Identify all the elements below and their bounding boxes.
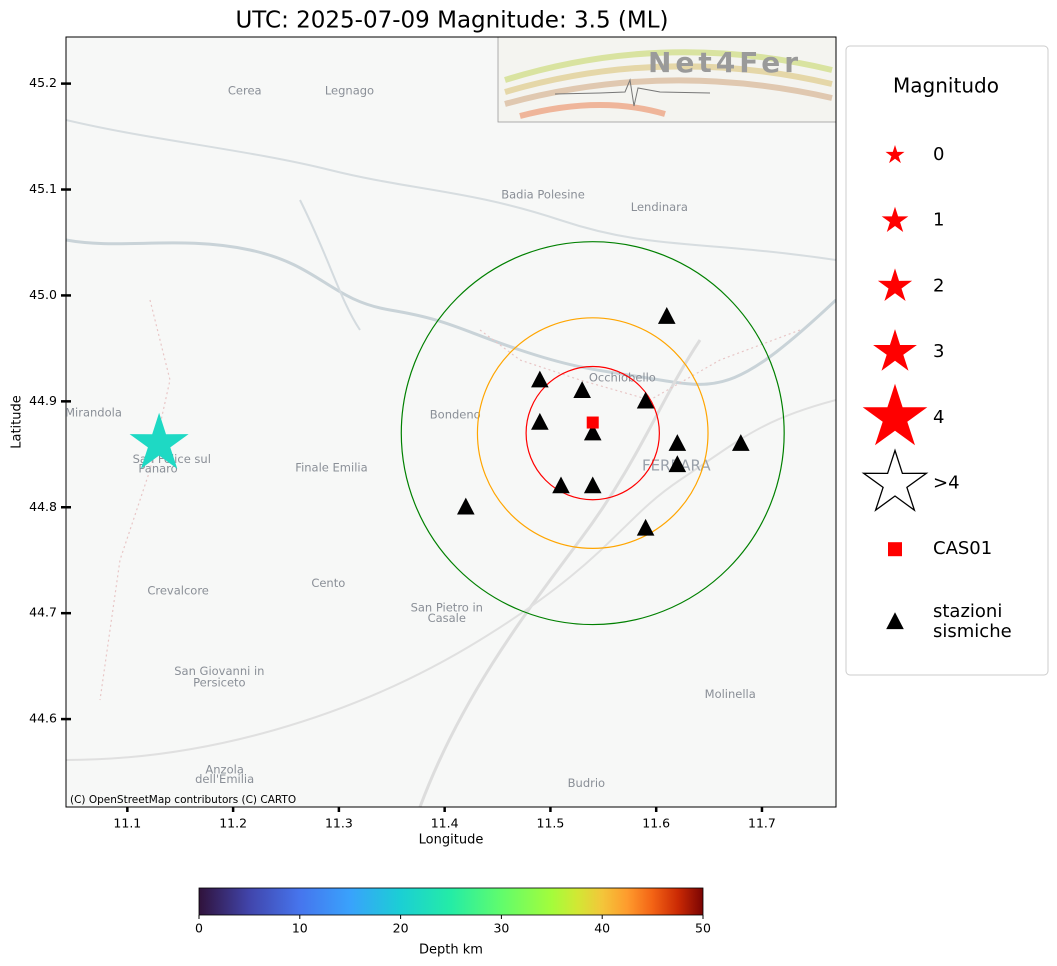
station-marker — [531, 370, 549, 388]
legend-box — [845, 45, 1049, 676]
range-circle — [400, 241, 785, 626]
place-label: Finale Emilia — [295, 461, 367, 475]
legend-label: 0 — [933, 144, 944, 165]
place-label: San Giovanni in — [174, 664, 264, 678]
station-marker — [583, 423, 602, 441]
place-label: Legnago — [325, 84, 374, 98]
map-layer: Cerea Legnago Badia Polesine Lendinara Occhi… — [65, 84, 785, 790]
place-label: Crevalcore — [147, 583, 209, 597]
range-circle — [525, 365, 660, 501]
place-label: Molinella — [705, 687, 756, 701]
chart-title: UTC: 2025-07-09 Magnitude: 3.5 (ML) — [235, 8, 668, 34]
legend-marker — [861, 448, 929, 512]
legend-marker — [877, 268, 913, 301]
station-marker — [636, 518, 655, 536]
x-tick-label: 11.3 — [325, 816, 353, 831]
axes-frame — [65, 36, 837, 808]
legend-marker — [881, 206, 909, 232]
station-marker — [668, 434, 687, 451]
y-tick-label: 44.7 — [29, 605, 57, 620]
legend-label: 4 — [933, 407, 944, 428]
legend-label: sismiche — [933, 621, 1012, 642]
legend-marker — [886, 612, 904, 630]
attribution: (C) OpenStreetMap contributors (C) CARTO — [70, 794, 296, 806]
station-marker — [531, 412, 549, 430]
range-circle — [476, 317, 709, 550]
place-label: Mirandola — [65, 405, 122, 419]
x-tick-label: 11.1 — [113, 816, 141, 831]
place-label: Cerea — [228, 84, 262, 98]
station-marker — [583, 476, 602, 494]
station-marker — [552, 476, 570, 494]
station-marker — [668, 455, 687, 473]
place-label: Casale — [428, 611, 466, 625]
place-label: Badia Polesine — [501, 187, 585, 201]
logo-text: Net4Fer — [648, 46, 802, 79]
place-label: Bondeno — [430, 408, 481, 422]
colorbar-tick-label: 30 — [493, 921, 509, 936]
station-marker — [573, 381, 591, 398]
x-tick-label: 11.7 — [748, 816, 776, 831]
legend-label: 1 — [933, 210, 944, 231]
reference-marker — [586, 416, 599, 429]
legend-title: Magnitudo — [893, 74, 999, 98]
y-tick-label: 44.8 — [29, 499, 57, 514]
event-marker — [129, 412, 189, 469]
y-tick-label: 45.0 — [29, 287, 57, 302]
place-label: dell'Emilia — [195, 772, 254, 786]
legend-label: stazioni — [933, 601, 1002, 622]
station-marker — [657, 307, 676, 324]
y-tick-label: 44.9 — [29, 393, 57, 408]
colorbar — [198, 887, 704, 916]
place-label: Panaro — [138, 462, 177, 476]
y-tick-label: 45.2 — [29, 75, 57, 90]
place-label: San Pietro in — [411, 600, 483, 614]
station-marker — [636, 391, 655, 409]
colorbar-tick-label: 0 — [195, 921, 203, 936]
place-label: Anzola — [205, 762, 243, 776]
legend-marker — [885, 145, 905, 164]
colorbar-tick-label: 10 — [292, 921, 308, 936]
legend-label: 3 — [933, 341, 944, 362]
x-tick-label: 11.2 — [219, 816, 247, 831]
colorbar-tick-label: 50 — [695, 921, 711, 936]
x-tick-label: 11.6 — [642, 816, 670, 831]
place-label: Occhiobello — [589, 371, 656, 385]
station-marker — [732, 434, 750, 451]
place-label: Cento — [311, 576, 345, 590]
station-marker — [457, 497, 475, 515]
legend-marker — [888, 542, 902, 557]
place-label: Persiceto — [193, 676, 245, 690]
logo: Net4Fer — [497, 36, 837, 123]
y-tick-label: 45.1 — [29, 181, 57, 196]
x-axis-label: Longitude — [419, 833, 484, 848]
x-tick-label: 11.4 — [431, 816, 459, 831]
legend-marker — [862, 383, 928, 446]
colorbar-tick-label: 20 — [393, 921, 409, 936]
legend-label: >4 — [933, 473, 960, 494]
place-label: Lendinara — [631, 200, 688, 214]
y-tick-label: 44.6 — [29, 711, 57, 726]
legend-label: CAS01 — [933, 538, 992, 559]
colorbar-label: Depth km — [419, 943, 483, 958]
y-axis-label: Latitude — [10, 395, 25, 449]
x-tick-label: 11.5 — [537, 816, 565, 831]
colorbar-tick-label: 40 — [594, 921, 610, 936]
place-label: Budrio — [568, 776, 605, 790]
legend-marker — [873, 329, 917, 371]
legend-label: 2 — [933, 275, 944, 296]
